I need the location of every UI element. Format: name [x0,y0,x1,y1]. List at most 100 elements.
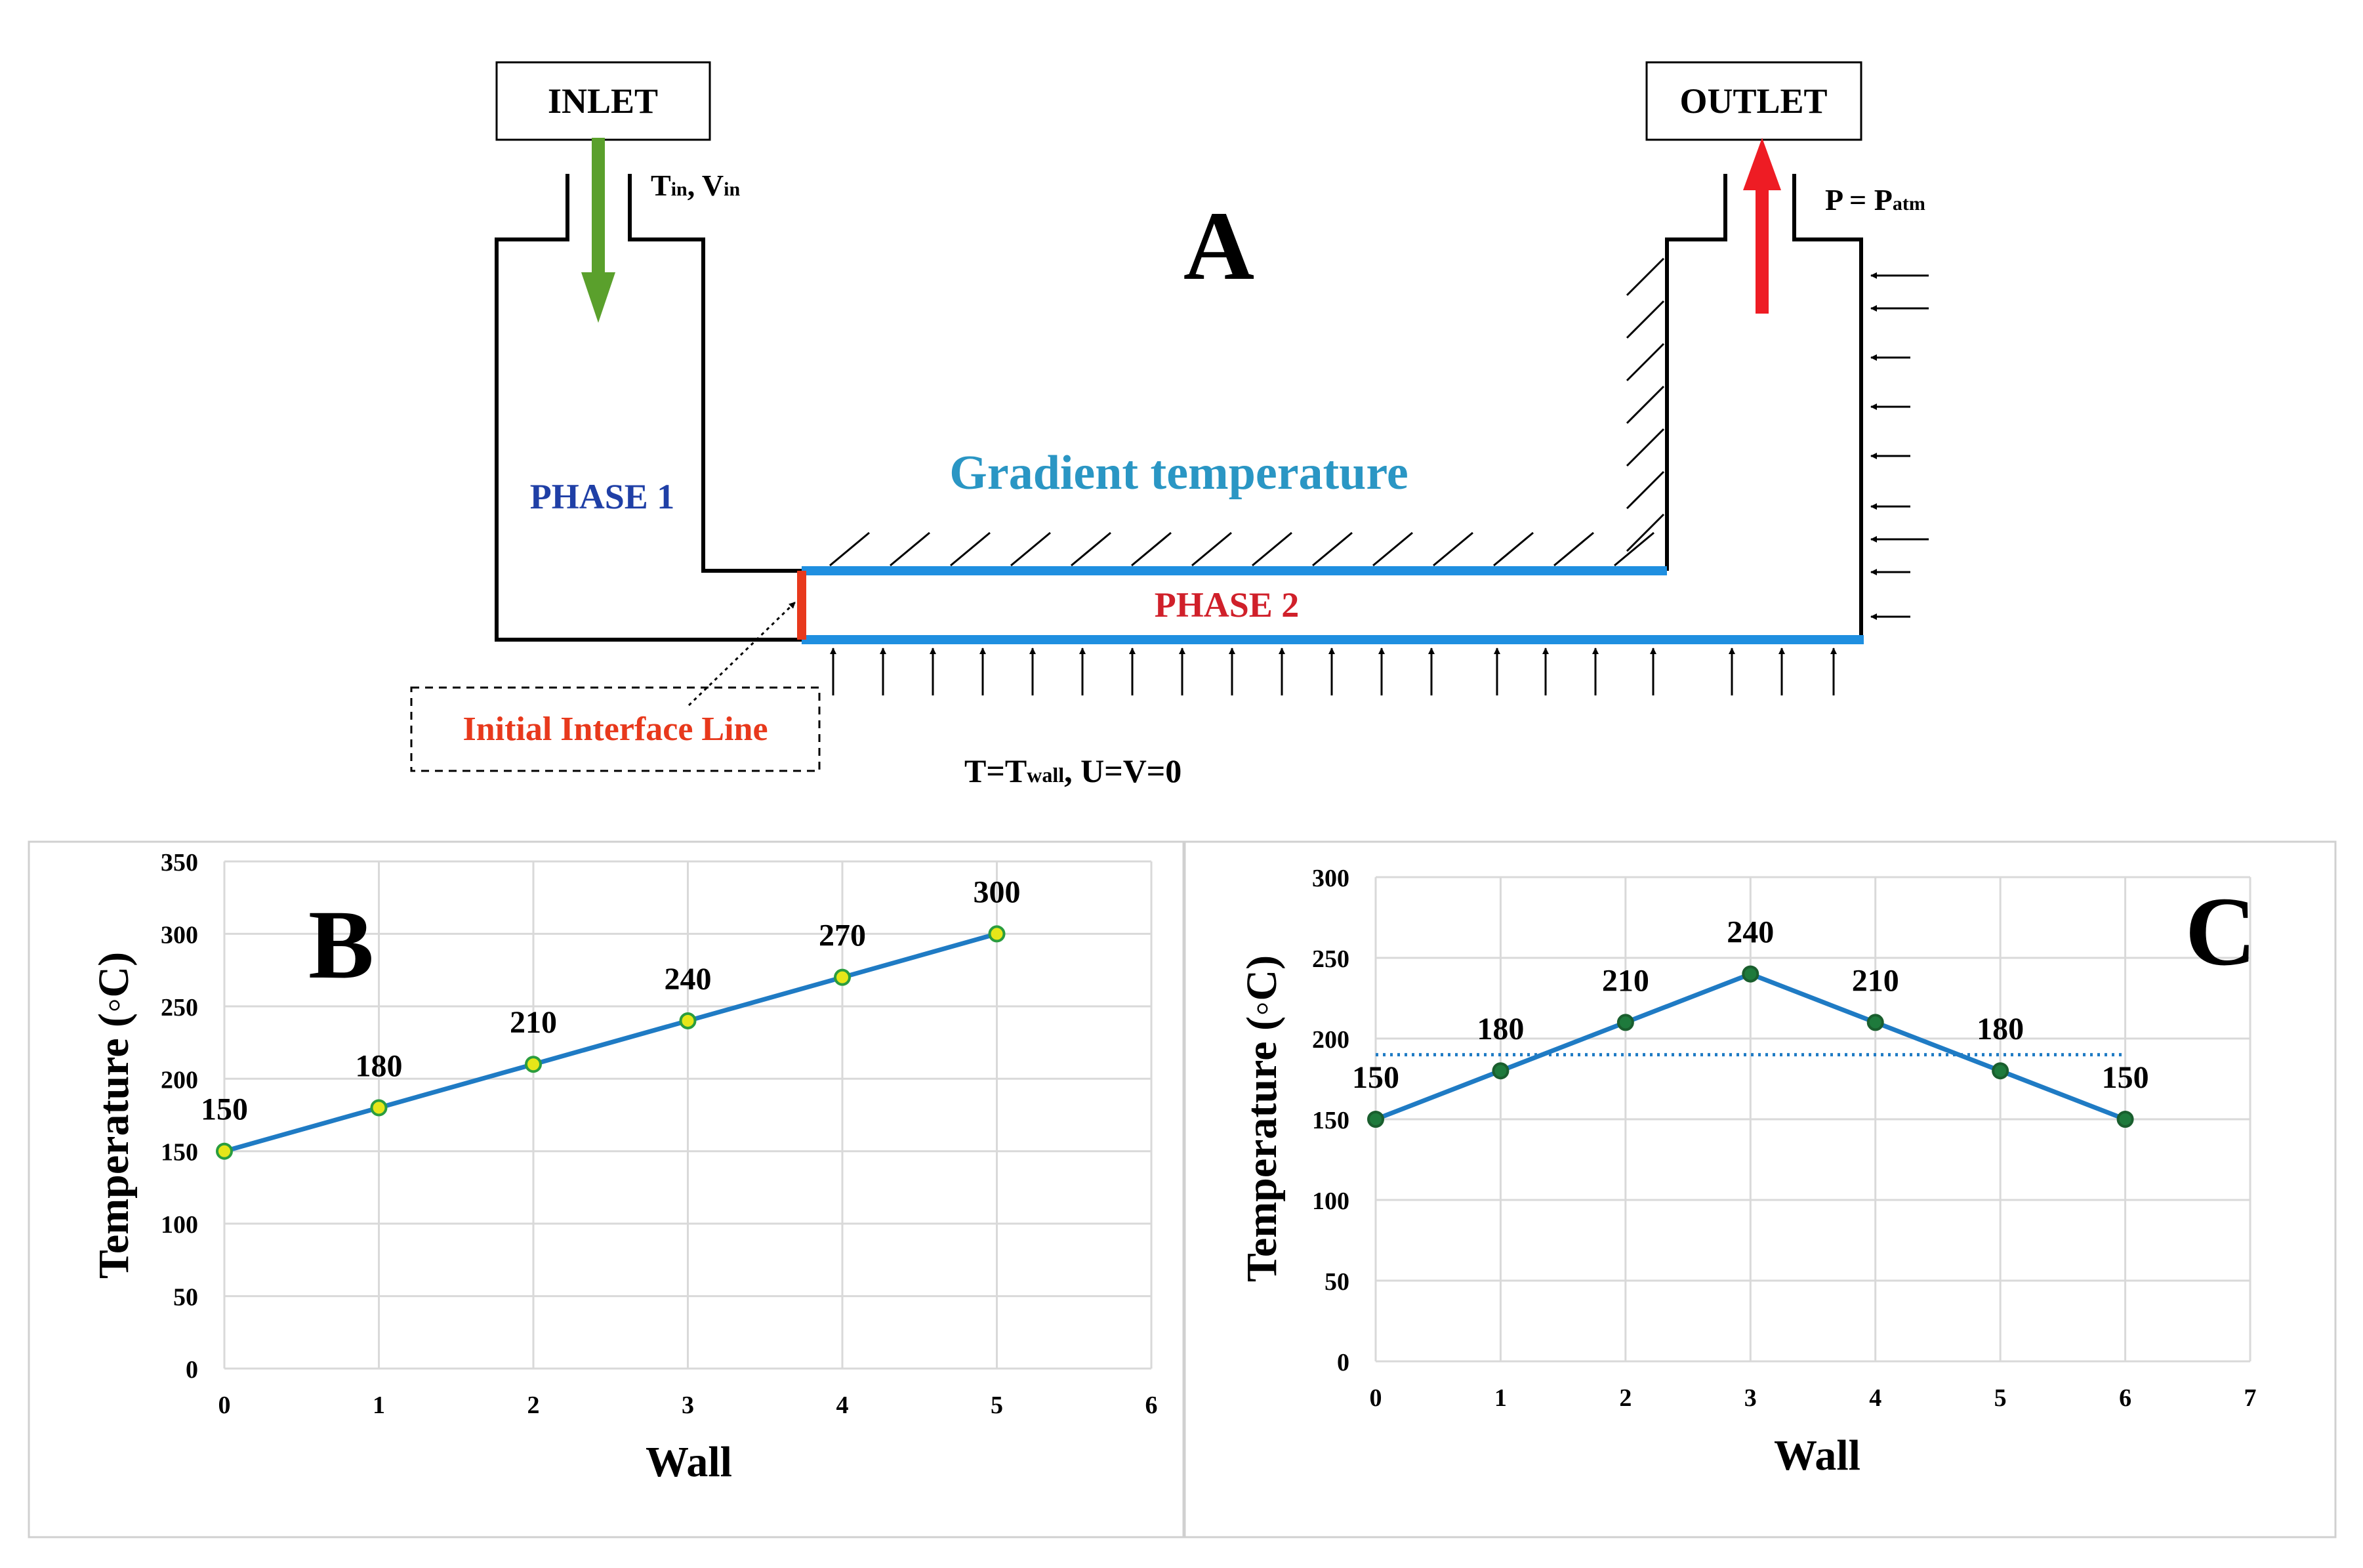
panel-c-data-label: 210 [1852,963,1899,998]
panel-c-data-point [1367,1111,1384,1128]
panel-c-data-point [2116,1111,2134,1128]
panel-c-y-tick-label: 250 [1312,945,1349,973]
interface-callout-box [410,686,821,772]
phase-2-label: PHASE 2 [1155,585,1300,625]
phase-1-label: PHASE 1 [530,477,675,516]
panel-c-x-tick-label: 2 [1619,1384,1632,1412]
panel-b-series [216,925,1006,1160]
inlet-chamber-inner-wall [628,174,802,573]
panel-b-y-tick-label: 150 [161,1139,198,1166]
inlet-condition: Tin, Vin [651,169,740,202]
inlet-flow-arrow [581,138,615,323]
bottom-heat-flux-arrows [830,648,1837,695]
side-wall-hatching [1626,257,1665,552]
panel-c-data-point [1992,1062,2009,1080]
panel-c-letter: C [2185,877,2256,986]
panel-c-y-tick-label: 150 [1312,1107,1349,1134]
inlet-label: INLET [548,81,658,121]
panel-b-y-tick-label: 300 [161,921,198,949]
panel-c-x-tick-labels: 0 1 2 3 4 5 6 7 [1370,1384,2257,1412]
panel-b-frame [28,840,1185,1538]
panel-b-y-tick-label: 50 [173,1284,198,1311]
panel-c-data-label: 240 [1727,915,1774,950]
panel-b-data-label: 240 [665,962,712,997]
panel-b-y-tick-label: 200 [161,1066,198,1094]
panel-b-data-point [370,1099,388,1117]
panel-b-data-label: 300 [974,875,1021,909]
panel-c-x-tick-label: 4 [1869,1384,1881,1412]
panel-b-data-label: 270 [819,918,866,953]
outlet-chamber-outer-wall [1792,174,1863,640]
panel-c-y-tick-label: 200 [1312,1026,1349,1054]
panel-c-x-tick-label: 0 [1370,1384,1382,1412]
panel-c-x-tick-label: 7 [2244,1384,2257,1412]
panel-c-y-tick-label: 0 [1337,1349,1349,1376]
panel-c-data-point [1866,1014,1884,1031]
panel-b-letter: B [308,890,374,999]
inlet-chamber-outer-wall [495,174,802,642]
panel-c-y-tick-label: 100 [1312,1187,1349,1215]
panel-c-data-label: 210 [1602,963,1649,998]
panel-b-y-tick-labels: 0 50 100 150 200 250 300 350 [161,849,198,1384]
panel-c-x-axis-title: Wall [1774,1432,1860,1479]
interface-callout-pointer [688,601,796,707]
panel-b-series-line [224,932,998,1154]
outlet-box [1645,61,1862,141]
top-wall-hatching [829,531,1654,567]
right-heat-flux-arrows [1870,272,1929,620]
panel-c-x-tick-label: 1 [1494,1384,1507,1412]
panel-a-schematic: INLET OUTLET [410,61,1929,789]
panel-b-x-tick-label: 4 [836,1392,849,1419]
panel-c-data-labels: 150 180 210 240 210 180 150 [1352,915,2149,1095]
panel-c-data-point [1616,1014,1634,1031]
panel-c-y-tick-label: 300 [1312,865,1349,892]
panel-b-y-tick-label: 350 [161,849,198,877]
panel-c-data-label: 180 [1477,1012,1524,1046]
panel-c-x-tick-label: 6 [2119,1384,2131,1412]
panel-b-data-point [988,925,1006,943]
panel-a-letter: A [1183,192,1254,300]
panel-b-data-label: 150 [201,1092,248,1127]
panel-b-x-tick-label: 6 [1145,1392,1158,1419]
outlet-label: OUTLET [1679,81,1827,121]
panel-b-data-labels: 150 180 210 240 270 300 [201,875,1021,1126]
panel-c-y-tick-label: 50 [1325,1268,1349,1296]
outlet-chamber-inner-wall [1665,174,1727,571]
panel-b-data-point [525,1056,542,1073]
panel-b-x-tick-label: 3 [682,1392,694,1419]
panel-c-y-tick-labels: 0 50 100 150 200 250 300 [1312,865,1349,1376]
panel-c-data-point [1492,1062,1510,1080]
panel-c-x-tick-label: 3 [1744,1384,1757,1412]
inlet-box [495,61,711,141]
panel-c-y-axis-title: Temperature (◦C) [1238,955,1286,1282]
panel-b-x-tick-label: 2 [527,1392,540,1419]
panel-b-y-axis-title: Temperature (◦C) [90,952,138,1279]
outlet-condition: P = Patm [1825,183,1925,217]
gradient-temperature-label: Gradient temperature [949,446,1408,500]
outlet-flow-arrow [1743,138,1781,314]
panel-b-data-point [834,968,851,986]
panel-b-x-tick-label: 0 [218,1392,231,1419]
panel-b-data-label: 180 [356,1048,403,1083]
panel-b-x-tick-label: 1 [373,1392,385,1419]
panel-b-x-axis-title: Wall [646,1438,732,1486]
panel-c-data-label: 150 [1352,1060,1399,1095]
panel-c-series [1367,965,2134,1128]
panel-c-data-label: 180 [1977,1012,2024,1046]
panel-b-data-point [679,1012,697,1029]
panel-b-y-tick-label: 0 [186,1356,198,1384]
panel-c-data-point [1742,965,1759,983]
panel-b-y-tick-label: 100 [161,1211,198,1239]
panel-c-x-tick-label: 5 [1994,1384,2007,1412]
panel-c-data-label: 150 [2102,1060,2149,1095]
interface-label: Initial Interface Line [462,711,768,748]
panel-b-x-tick-labels: 0 1 2 3 4 5 6 [218,1392,1158,1419]
panel-b-x-tick-label: 5 [991,1392,1003,1419]
panel-b-data-point [216,1142,233,1160]
wall-condition: T=Twall, U=V=0 [964,753,1182,789]
panel-b-data-label: 210 [510,1005,557,1040]
panel-b-y-tick-label: 250 [161,994,198,1021]
